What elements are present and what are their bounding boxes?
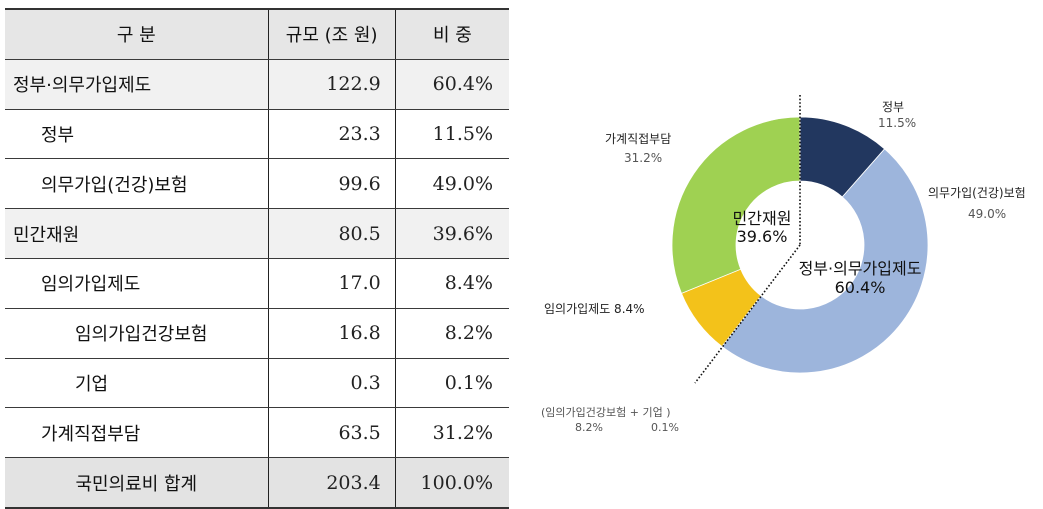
table-row: 정부 23.3 11.5% xyxy=(5,109,509,160)
label-voluntary: 임의가입제도 8.4% xyxy=(544,302,645,316)
row-share: 8.2% xyxy=(394,308,509,359)
label-mandatory-value: 49.0% xyxy=(968,207,1007,221)
label-voluntary-note: (임의가입건강보험 + 기업 ) xyxy=(541,406,671,419)
row-share: 31.2% xyxy=(394,407,509,459)
row-amount: 16.8 xyxy=(267,308,396,359)
label-household-value: 31.2% xyxy=(624,151,663,165)
group-public-value: 60.4% xyxy=(834,278,886,297)
label-gov-name: 정부 xyxy=(882,100,905,114)
group-private-value: 39.6% xyxy=(736,227,788,246)
row-amount: 0.3 xyxy=(267,358,396,409)
row-share: 11.5% xyxy=(394,109,509,160)
donut-chart xyxy=(671,95,929,384)
row-label: 임의가입건강보험 xyxy=(5,308,269,359)
table-row: 기업 0.3 0.1% xyxy=(5,358,509,409)
table-row: 정부·의무가입제도 122.9 60.4% xyxy=(5,59,509,110)
donut-slice xyxy=(721,148,929,374)
row-share: 8.4% xyxy=(394,258,509,309)
header-share: 비 중 xyxy=(394,7,509,60)
row-label: 정부 xyxy=(5,109,269,160)
header-category: 구 분 xyxy=(5,7,269,60)
label-gov-value: 11.5% xyxy=(878,116,917,130)
table-row: 임의가입제도 17.0 8.4% xyxy=(5,258,509,309)
row-share: 0.1% xyxy=(394,358,509,409)
label-household-name: 가계직접부담 xyxy=(605,132,672,146)
donut-slice xyxy=(671,116,801,294)
row-share: 49.0% xyxy=(394,158,509,210)
row-share: 60.4% xyxy=(394,59,509,110)
row-amount: 63.5 xyxy=(267,407,396,459)
group-public-name: 정부·의무가입제도 xyxy=(798,259,922,278)
row-label: 민간재원 xyxy=(5,208,269,259)
table-row: 민간재원 80.5 39.6% xyxy=(5,208,509,259)
row-amount: 23.3 xyxy=(267,109,396,160)
donut-slices xyxy=(671,116,929,374)
row-label: 정부·의무가입제도 xyxy=(5,59,269,110)
header-amount: 규모 (조 원) xyxy=(267,7,396,60)
table-row: 가계직접부담 63.5 31.2% xyxy=(5,407,509,459)
row-amount: 80.5 xyxy=(267,208,396,259)
table-row: 임의가입건강보험 16.8 8.2% xyxy=(5,308,509,359)
row-share: 39.6% xyxy=(394,208,509,259)
label-voluntary-note-v2: 0.1% xyxy=(651,421,679,434)
row-label: 임의가입제도 xyxy=(5,258,269,309)
table-row: 의무가입(건강)보험 99.6 49.0% xyxy=(5,158,509,210)
table-header-row: 구 분 규모 (조 원) 비 중 xyxy=(5,7,509,60)
row-label: 가계직접부담 xyxy=(5,407,269,459)
row-amount: 122.9 xyxy=(267,59,396,110)
row-label: 의무가입(건강)보험 xyxy=(5,158,269,210)
group-divider xyxy=(694,95,801,384)
label-voluntary-note-v1: 8.2% xyxy=(575,421,603,434)
label-mandatory-name: 의무가입(건강)보험 xyxy=(928,186,1026,200)
row-amount: 99.6 xyxy=(267,158,396,210)
group-private-name: 민간재원 xyxy=(732,209,792,228)
row-label: 기업 xyxy=(5,358,269,409)
row-amount: 17.0 xyxy=(267,258,396,309)
